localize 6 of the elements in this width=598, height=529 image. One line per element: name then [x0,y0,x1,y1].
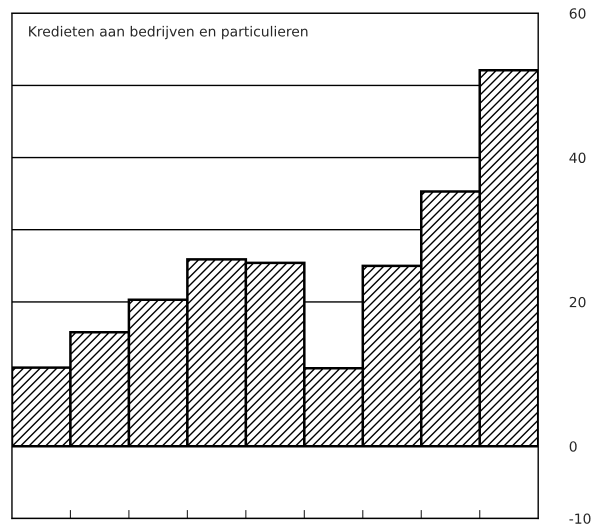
text: Kredieten aan bedrijven en particulieren [29,26,308,40]
y-tick-label: 0 [570,441,577,452]
y-tick-label: 40 [569,152,586,164]
y-tick-label: 60 [570,8,586,19]
y-tick-label: -10 [569,513,591,524]
y-tick-label: 20 [570,296,586,308]
